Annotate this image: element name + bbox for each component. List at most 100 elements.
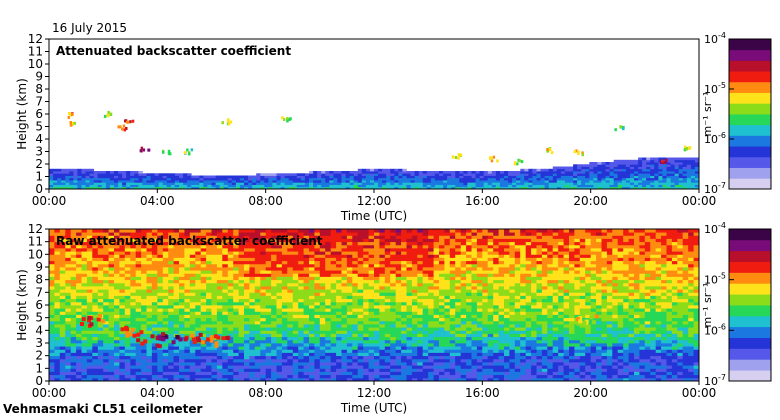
- raw-cell: [346, 308, 353, 312]
- raw-cell: [114, 279, 120, 284]
- raw-cell: [92, 292, 99, 296]
- raw-cell: [135, 251, 142, 255]
- bl-cell: [150, 184, 156, 188]
- raw-cell: [249, 248, 256, 252]
- raw-cell: [406, 301, 413, 306]
- bl-cell: [593, 184, 598, 188]
- bl-cell: [650, 186, 655, 189]
- raw-cell: [222, 362, 229, 366]
- raw-cell: [287, 368, 294, 372]
- bl-cell: [97, 175, 103, 179]
- raw-cell: [206, 279, 212, 284]
- raw-cell: [281, 301, 288, 306]
- raw-cell: [108, 362, 115, 366]
- raw-cell: [254, 260, 261, 265]
- raw-cell: [336, 292, 342, 296]
- raw-cell: [368, 336, 375, 341]
- bl-cell: [682, 175, 688, 179]
- bl-cell: [288, 184, 294, 188]
- bl-cell: [357, 186, 363, 189]
- raw-cell: [298, 355, 305, 360]
- bl-cell: [422, 177, 428, 181]
- bl-cell: [471, 171, 476, 174]
- cloud-pixel: [69, 113, 72, 117]
- raw-cell: [200, 336, 207, 341]
- raw-cell: [233, 238, 240, 243]
- raw-cell: [368, 362, 375, 366]
- bl-cell: [122, 184, 127, 188]
- raw-cell: [244, 374, 250, 379]
- raw-cell: [108, 352, 115, 357]
- raw-cell: [184, 343, 191, 347]
- raw-cell: [200, 317, 207, 322]
- bl-cell: [483, 180, 489, 183]
- raw-cell: [162, 377, 169, 381]
- raw-cell: [168, 320, 175, 325]
- raw-cell: [276, 374, 283, 379]
- raw-cell: [281, 298, 288, 303]
- raw-cell: [401, 260, 407, 265]
- raw-cell: [401, 257, 407, 262]
- bl-cell: [288, 177, 294, 181]
- raw-cell: [292, 260, 299, 265]
- raw-cell: [309, 346, 315, 350]
- raw-cell: [352, 254, 359, 258]
- raw-cell: [86, 368, 93, 372]
- raw-cell: [211, 308, 218, 312]
- raw-cell: [59, 279, 66, 284]
- bl-cell: [430, 175, 436, 179]
- raw-cell: [81, 339, 88, 344]
- bl-cell: [85, 180, 91, 183]
- bl-cell: [73, 182, 78, 185]
- raw-cell: [54, 248, 61, 252]
- raw-cell: [103, 267, 110, 271]
- bl-cell: [333, 171, 338, 174]
- bl-cell: [378, 186, 383, 189]
- raw-cell: [379, 374, 386, 379]
- raw-cell: [114, 330, 120, 334]
- raw-cell: [65, 238, 72, 243]
- bl-cell: [369, 171, 375, 174]
- bl-cell: [93, 171, 99, 174]
- raw-cell: [195, 311, 202, 315]
- raw-cell: [162, 279, 169, 284]
- raw-cell: [59, 267, 66, 271]
- bl-cell: [321, 182, 326, 185]
- raw-cell: [325, 355, 332, 360]
- raw-cell: [276, 314, 283, 319]
- raw-cell: [65, 279, 72, 284]
- raw-cell: [54, 289, 61, 293]
- bl-cell: [674, 182, 680, 185]
- bl-cell: [690, 171, 696, 174]
- raw-cell: [249, 377, 256, 381]
- bl-cell: [256, 175, 261, 179]
- bl-cell: [77, 184, 82, 188]
- raw-cell: [233, 327, 240, 331]
- cloud-pixel: [167, 149, 171, 153]
- raw-cell: [244, 254, 250, 258]
- raw-cell: [189, 248, 196, 252]
- bl-cell: [89, 180, 95, 183]
- raw-cell: [384, 282, 391, 287]
- raw-cell: [97, 238, 104, 243]
- raw-cell: [233, 371, 240, 376]
- bl-cell: [398, 168, 403, 172]
- raw-cell: [162, 346, 169, 350]
- raw-cell: [206, 339, 212, 344]
- raw-cell: [184, 232, 191, 236]
- raw-cell: [265, 308, 272, 312]
- raw-cell: [303, 244, 310, 249]
- raw-cell: [200, 368, 207, 372]
- raw-cell: [76, 276, 82, 281]
- raw-cell: [244, 263, 250, 268]
- raw-cell: [146, 333, 153, 338]
- bl-cell: [487, 180, 493, 183]
- raw-cell: [260, 330, 267, 334]
- cloud-pixel: [131, 119, 135, 123]
- raw-cell: [81, 251, 88, 255]
- raw-cell: [233, 282, 240, 287]
- raw-cell: [319, 346, 326, 350]
- raw-cell: [298, 333, 305, 338]
- bl-cell: [532, 175, 537, 179]
- bl-cell: [223, 182, 229, 185]
